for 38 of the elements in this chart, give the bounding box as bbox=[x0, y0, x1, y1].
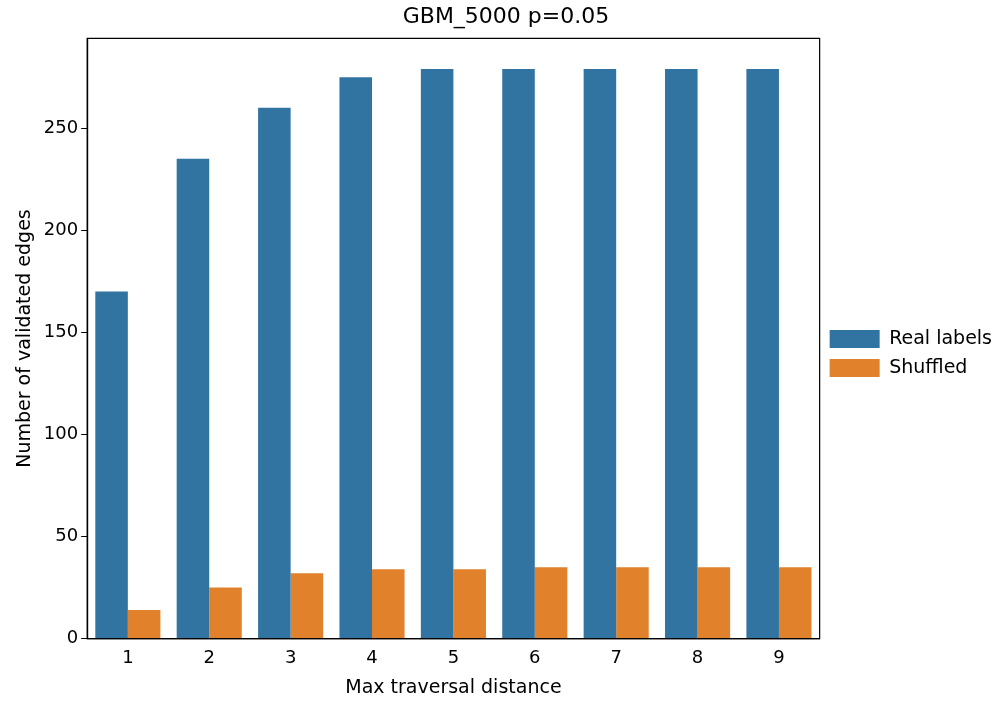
y-tick-label: 0 bbox=[66, 626, 79, 648]
bar bbox=[616, 567, 649, 639]
y-tick-label: 100 bbox=[43, 422, 79, 444]
bar bbox=[372, 569, 405, 639]
legend-label: Shuffled bbox=[889, 354, 968, 377]
x-tick-label: 4 bbox=[366, 646, 378, 668]
y-tick-label: 200 bbox=[43, 217, 79, 239]
bar bbox=[502, 69, 535, 639]
bar bbox=[697, 567, 731, 639]
y-tick-label: 150 bbox=[43, 320, 79, 342]
x-axis-title: Max traversal distance bbox=[345, 674, 562, 697]
bar bbox=[127, 610, 161, 639]
bar bbox=[778, 567, 812, 639]
x-tick-label: 7 bbox=[610, 646, 622, 668]
x-tick-label: 8 bbox=[691, 646, 704, 668]
bar bbox=[534, 567, 568, 639]
bar bbox=[258, 107, 291, 639]
x-tick-label: 5 bbox=[447, 646, 460, 668]
x-tick-label: 3 bbox=[284, 646, 297, 668]
chart-title: GBM_5000 p=0.05 bbox=[402, 2, 610, 29]
bar bbox=[746, 69, 779, 639]
y-tick-label: 250 bbox=[43, 115, 79, 137]
x-tick-label: 9 bbox=[773, 646, 785, 668]
y-axis-title: Number of validated edges bbox=[12, 209, 35, 468]
bar bbox=[176, 158, 210, 639]
legend-label: Real labels bbox=[889, 325, 993, 348]
bar bbox=[95, 291, 128, 639]
bar bbox=[420, 69, 454, 639]
x-tick-label: 6 bbox=[529, 646, 541, 668]
x-tick-label: 2 bbox=[203, 646, 215, 668]
bar bbox=[209, 587, 242, 639]
bar bbox=[290, 573, 324, 639]
y-tick-label: 50 bbox=[55, 524, 79, 546]
bar bbox=[339, 77, 373, 639]
bar bbox=[583, 69, 617, 639]
bar bbox=[453, 569, 486, 639]
x-tick-label: 1 bbox=[122, 646, 134, 668]
bar bbox=[665, 69, 698, 639]
